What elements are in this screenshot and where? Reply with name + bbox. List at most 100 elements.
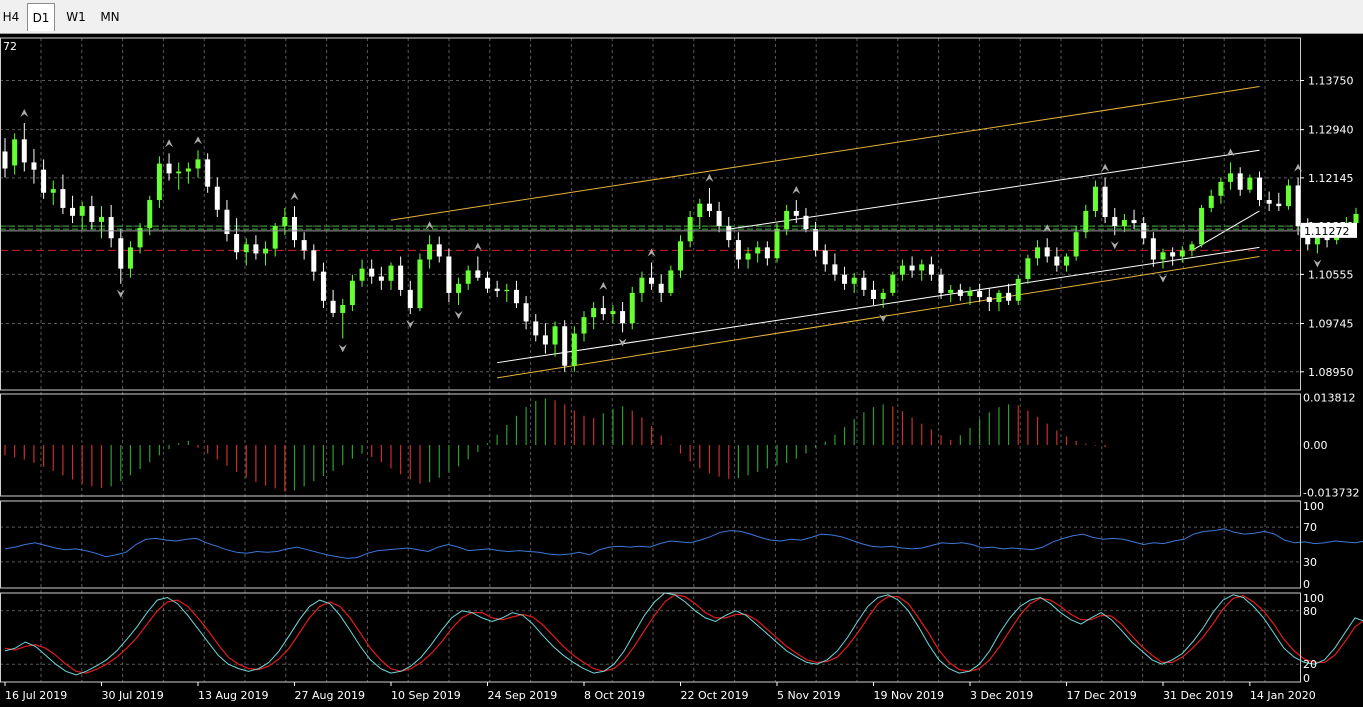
candle-body xyxy=(301,240,307,251)
candle xyxy=(591,302,597,330)
candle xyxy=(1170,247,1176,266)
candle-body xyxy=(880,292,886,299)
candle-body xyxy=(523,303,529,322)
candle xyxy=(957,283,963,301)
date-tick-label: 30 Jul 2019 xyxy=(102,689,164,702)
candle-body xyxy=(475,270,481,278)
candle-body xyxy=(31,162,37,170)
fractal-down-marker xyxy=(618,338,627,347)
candle xyxy=(475,256,481,281)
timeframe-d1-button[interactable]: D1 xyxy=(27,3,55,31)
candle xyxy=(581,311,587,342)
date-tick-label: 27 Aug 2019 xyxy=(295,689,365,702)
current-price-box xyxy=(1301,222,1357,238)
date-tick-label: 3 Dec 2019 xyxy=(970,689,1033,702)
candle xyxy=(822,244,828,272)
candle-body xyxy=(1112,217,1118,227)
candle-body xyxy=(542,335,548,345)
candle xyxy=(697,198,703,230)
candle-body xyxy=(70,207,76,216)
candle xyxy=(890,271,896,296)
price-panel[interactable] xyxy=(0,86,1363,379)
candle-body xyxy=(108,217,114,239)
fractal-up-marker xyxy=(20,108,29,117)
candle xyxy=(21,122,27,172)
candle xyxy=(1044,238,1050,263)
candle xyxy=(1131,209,1137,230)
candle-body xyxy=(253,244,259,254)
candle xyxy=(513,280,519,309)
candle-body xyxy=(938,274,944,293)
candle-body xyxy=(41,169,47,193)
candle xyxy=(195,150,201,178)
fractal-down-marker xyxy=(116,289,125,298)
candle-body xyxy=(813,229,819,251)
candle-body xyxy=(272,226,278,249)
candle-body xyxy=(1054,256,1060,266)
candle xyxy=(369,259,375,284)
candle xyxy=(678,235,683,278)
candle xyxy=(986,288,992,312)
candle-body xyxy=(1285,185,1291,207)
candle xyxy=(1025,254,1031,284)
fractal-up-marker xyxy=(194,136,202,145)
candle xyxy=(456,277,462,306)
rsi-panel[interactable] xyxy=(4,528,1363,559)
candle xyxy=(417,253,423,312)
date-tick-label: 5 Nov 2019 xyxy=(777,689,840,702)
candle xyxy=(687,210,693,248)
fractal-up-marker xyxy=(792,186,801,195)
candle xyxy=(214,177,220,218)
timeframe-w1-button[interactable]: W1 xyxy=(66,10,86,24)
candle xyxy=(1257,171,1262,207)
fractal-up-marker xyxy=(1226,148,1235,157)
candle xyxy=(851,272,857,293)
candle-body xyxy=(562,326,568,366)
candle-body xyxy=(919,264,925,271)
macd-panel[interactable] xyxy=(4,398,1106,492)
trading-chart[interactable]: 1.137501.129401.121451.113501.105551.097… xyxy=(0,34,1363,707)
candle xyxy=(620,302,626,333)
candle-body xyxy=(967,291,973,296)
candle-body xyxy=(774,229,780,259)
candle-body xyxy=(292,217,297,241)
candle-body xyxy=(571,333,577,366)
candle-body xyxy=(378,276,384,281)
candle xyxy=(89,195,95,230)
fractal-up-marker xyxy=(1043,224,1052,233)
candle-body xyxy=(1189,244,1195,251)
timeframe-mn-button[interactable]: MN xyxy=(100,10,120,24)
candle-body xyxy=(745,253,751,260)
price-tick-label: 1.12940 xyxy=(1308,124,1354,137)
candle xyxy=(967,286,973,306)
candle-body xyxy=(629,292,635,324)
candle xyxy=(774,223,780,263)
candle-body xyxy=(330,300,336,313)
stochastic-panel[interactable] xyxy=(4,592,1363,676)
timeframe-h4-button[interactable]: H4 xyxy=(2,10,20,24)
candle-body xyxy=(1131,220,1137,224)
date-tick-label: 14 Jan 2020 xyxy=(1250,689,1316,702)
rsi-tick-label: 0 xyxy=(1303,578,1310,591)
candle-body xyxy=(1064,256,1069,266)
candle xyxy=(485,271,490,293)
candle xyxy=(494,280,500,298)
candle xyxy=(745,247,751,269)
candle xyxy=(571,326,577,372)
panel-border xyxy=(0,592,1301,683)
chart-background xyxy=(0,34,1363,707)
candle xyxy=(842,266,848,290)
candle xyxy=(60,174,66,214)
candle-body xyxy=(504,289,510,292)
corner-label: 72 xyxy=(3,40,17,53)
trend-channel-line xyxy=(497,255,1260,379)
candle xyxy=(156,156,162,208)
axis-labels: 1.137501.129401.121451.113501.105551.097… xyxy=(4,74,1359,702)
candle-body xyxy=(1257,177,1262,201)
candle-body xyxy=(137,227,143,248)
candle xyxy=(735,232,741,269)
candle xyxy=(243,238,249,266)
candle-body xyxy=(726,226,732,241)
price-tick-label: 1.09745 xyxy=(1308,318,1354,331)
candle xyxy=(861,270,867,296)
